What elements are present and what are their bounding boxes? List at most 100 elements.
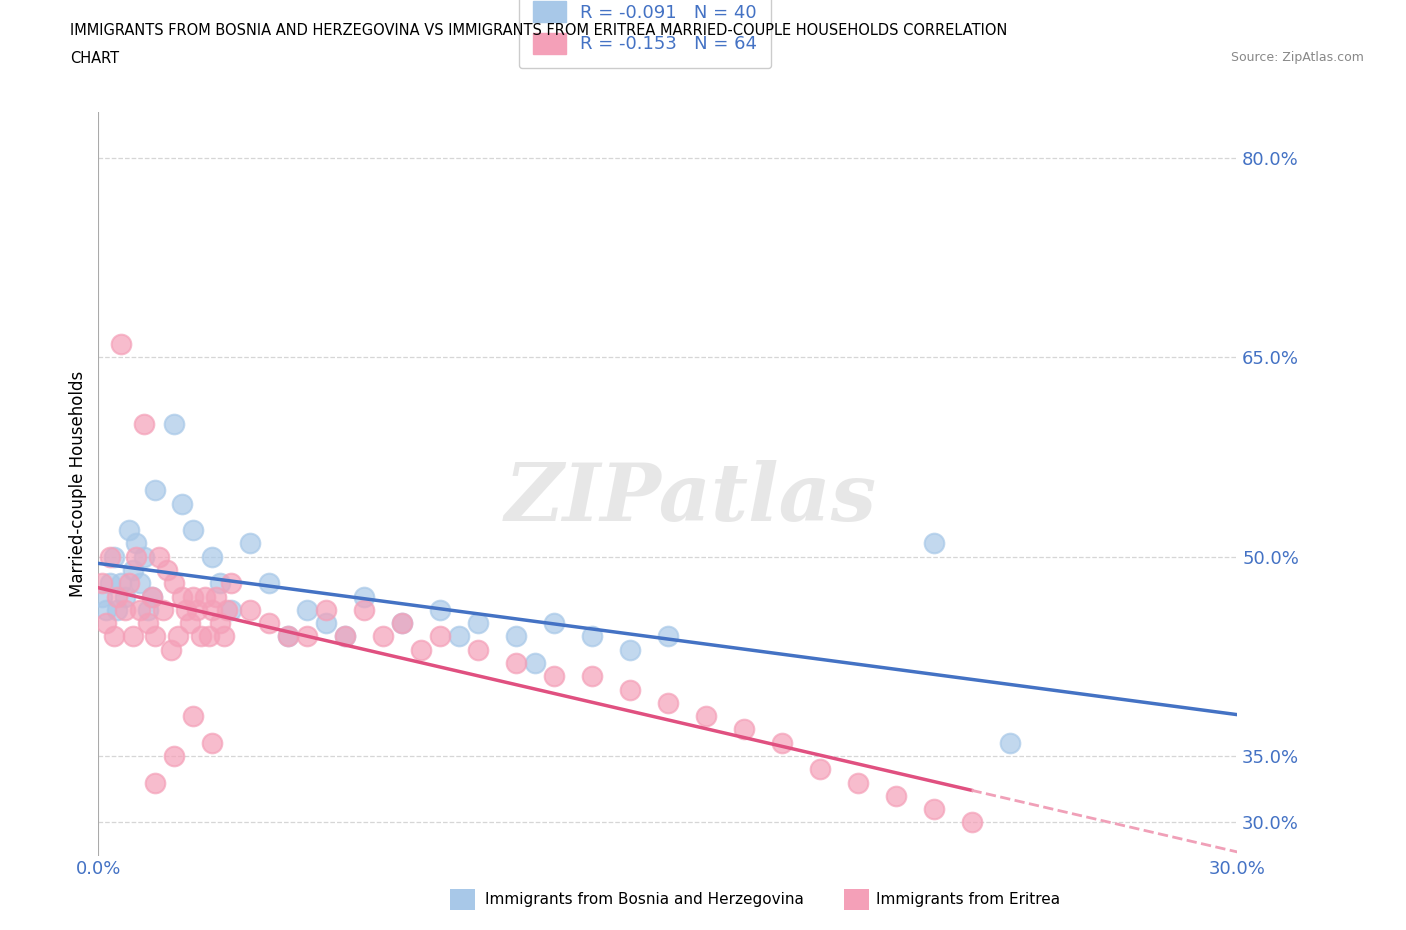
Point (998, 736, 1021, 751)
Point (221, 576, 243, 591)
Point (619, 643, 641, 658)
Point (94, 616, 117, 631)
Point (163, 576, 186, 591)
Point (221, 603, 243, 618)
Point (208, 616, 231, 631)
Point (259, 616, 281, 631)
Point (315, 616, 337, 631)
Point (170, 589, 193, 604)
Point (118, 576, 141, 591)
Point (98, 550, 121, 565)
Point (581, 669, 603, 684)
Point (259, 576, 281, 591)
Point (107, 603, 129, 618)
Point (170, 496, 193, 511)
Point (205, 589, 228, 604)
Point (353, 603, 375, 618)
Point (657, 696, 679, 711)
Point (114, 603, 136, 618)
Point (163, 417, 186, 432)
Point (179, 616, 201, 631)
Point (449, 629, 471, 644)
Point (543, 616, 565, 631)
Point (163, 749, 186, 764)
Point (201, 603, 224, 618)
Point (91, 576, 114, 591)
Point (121, 563, 143, 578)
Text: CHART: CHART (70, 51, 120, 66)
Point (145, 775, 167, 790)
Point (132, 550, 155, 565)
Point (156, 563, 179, 578)
Point (353, 589, 375, 604)
Point (239, 603, 262, 618)
Point (277, 629, 299, 644)
Point (167, 629, 190, 644)
Point (201, 550, 224, 565)
Point (190, 629, 212, 644)
Point (183, 709, 205, 724)
Point (429, 603, 451, 618)
Point (121, 629, 143, 644)
Point (335, 629, 357, 644)
Point (733, 722, 755, 737)
Point (208, 576, 231, 591)
Point (194, 589, 217, 604)
Point (335, 629, 357, 644)
Point (145, 483, 167, 498)
Point (581, 629, 603, 644)
Point (183, 589, 205, 604)
Point (197, 629, 219, 644)
Point (429, 629, 451, 644)
Point (277, 629, 299, 644)
Point (297, 629, 319, 644)
Point (770, 736, 793, 751)
Point (141, 589, 163, 604)
Point (411, 643, 433, 658)
Point (98, 576, 121, 591)
Point (114, 589, 136, 604)
Point (239, 536, 262, 551)
Point (543, 669, 565, 684)
Text: Source: ZipAtlas.com: Source: ZipAtlas.com (1230, 51, 1364, 64)
Point (152, 603, 174, 618)
Point (145, 629, 167, 644)
Point (186, 603, 208, 618)
Text: Immigrants from Bosnia and Herzegovina: Immigrants from Bosnia and Herzegovina (485, 892, 804, 907)
Point (619, 682, 641, 697)
Point (960, 815, 983, 830)
Y-axis label: Married-couple Households: Married-couple Households (69, 370, 87, 597)
Point (136, 616, 159, 631)
Point (391, 616, 413, 631)
Point (125, 536, 148, 551)
Point (922, 802, 945, 817)
Point (297, 603, 319, 618)
Point (110, 576, 132, 591)
Text: Immigrants from Eritrea: Immigrants from Eritrea (876, 892, 1060, 907)
Point (159, 643, 181, 658)
Point (524, 656, 547, 671)
Point (132, 417, 155, 432)
Point (884, 789, 907, 804)
Point (94, 603, 117, 618)
Point (118, 523, 141, 538)
Legend: R = -0.091   N = 40, R = -0.153   N = 64: R = -0.091 N = 40, R = -0.153 N = 64 (519, 0, 772, 68)
Point (505, 656, 527, 671)
Point (91, 589, 114, 604)
Point (695, 709, 717, 724)
Point (846, 775, 869, 790)
Point (217, 603, 239, 618)
Point (103, 550, 125, 565)
Point (467, 616, 489, 631)
Point (125, 550, 148, 565)
Text: ZIPatlas: ZIPatlas (505, 459, 877, 538)
Point (110, 337, 132, 352)
Point (103, 629, 125, 644)
Point (129, 603, 152, 618)
Point (212, 629, 235, 644)
Text: IMMIGRANTS FROM BOSNIA AND HERZEGOVINA VS IMMIGRANTS FROM ERITREA MARRIED-COUPLE: IMMIGRANTS FROM BOSNIA AND HERZEGOVINA V… (70, 23, 1008, 38)
Point (148, 550, 170, 565)
Point (315, 603, 337, 618)
Point (657, 629, 679, 644)
Point (129, 576, 152, 591)
